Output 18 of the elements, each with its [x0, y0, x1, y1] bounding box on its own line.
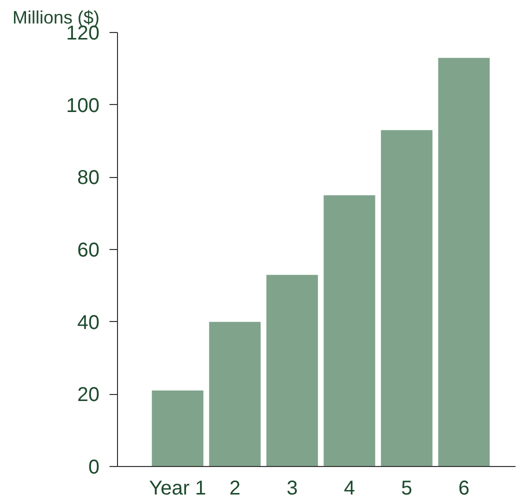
- bar: [380, 130, 432, 466]
- bar: [209, 322, 261, 466]
- y-tick-label: 80: [77, 167, 100, 190]
- x-tick-label: Year 1: [149, 478, 206, 500]
- bar: [152, 390, 204, 466]
- y-tick-label: 60: [77, 240, 100, 262]
- x-tick-label: 4: [344, 478, 355, 500]
- y-tick-label: 0: [88, 456, 100, 478]
- x-tick-label: 5: [401, 478, 412, 500]
- bar: [438, 58, 490, 466]
- x-tick-label: 6: [458, 478, 470, 500]
- bar: [266, 274, 318, 466]
- y-tick-label: 40: [77, 312, 100, 334]
- y-tick-label: 20: [77, 384, 100, 406]
- x-tick-label: 3: [286, 478, 298, 500]
- x-tick-label: 2: [229, 478, 240, 500]
- bar: [324, 195, 376, 466]
- y-tick-label: 100: [66, 94, 100, 117]
